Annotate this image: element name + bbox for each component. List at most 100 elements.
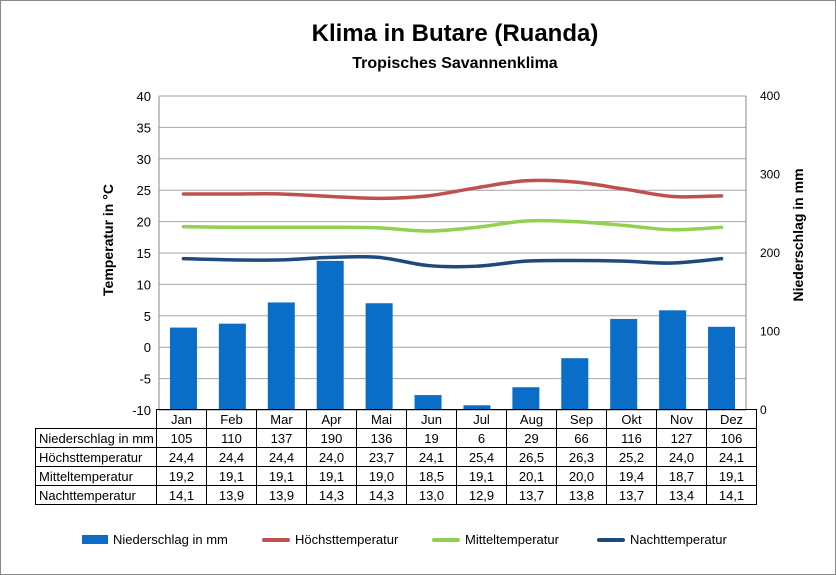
table-row: Mitteltemperatur 19,2 19,1 19,1 19,1 19,0 18,5… — [35, 466, 757, 486]
table-cell: 24,4 — [206, 447, 257, 467]
line-höchsttemperatur — [181, 178, 724, 201]
bar-mar — [267, 302, 295, 410]
table-cell: 19 — [406, 428, 457, 448]
month-label: Mai — [356, 409, 407, 429]
table-cell: 13,7 — [506, 485, 557, 505]
left-tick-label: 0 — [144, 340, 151, 355]
right-axis-title: Niederschlag in mm — [790, 168, 806, 301]
table-cell: 25,2 — [606, 447, 657, 467]
right-tick-label: 200 — [760, 246, 780, 260]
table-cell: 13,9 — [206, 485, 257, 505]
table-cell: 137 — [256, 428, 307, 448]
bar-okt — [610, 318, 638, 410]
table-month-row: Jan Feb Mar Apr Mai Jun Jul Aug Sep Okt Nov Dez — [36, 409, 757, 429]
table-cell: 14,1 — [706, 485, 757, 505]
right-tick-label: 400 — [760, 89, 780, 103]
row-header: Höchsttemperatur — [35, 447, 157, 467]
right-axis-ticks: 400 300 200 100 0 — [760, 89, 780, 417]
month-label: Okt — [606, 409, 657, 429]
left-axis-title: Temperatur in °C — [100, 184, 116, 296]
table-cell: 6 — [456, 428, 507, 448]
table-cell: 116 — [606, 428, 657, 448]
table-cell: 13,0 — [406, 485, 457, 505]
table-cell: 24,0 — [656, 447, 707, 467]
left-tick-label: 20 — [137, 215, 151, 230]
table-cell: 13,4 — [656, 485, 707, 505]
table-row: Niederschlag in mm 105 110 137 190 136 19 6 29 66… — [35, 428, 757, 448]
month-label: Nov — [656, 409, 707, 429]
left-tick-label: -10 — [132, 403, 151, 418]
table-cell: 24,0 — [306, 447, 357, 467]
bar-jan — [169, 327, 197, 410]
month-label: Jun — [406, 409, 457, 429]
table-cell: 14,3 — [356, 485, 407, 505]
table-cell: 19,1 — [256, 466, 307, 486]
table-row: Höchsttemperatur 24,4 24,4 24,4 24,0 23,7 24,1… — [35, 447, 757, 467]
left-tick-label: 35 — [137, 120, 151, 135]
table-cell: 127 — [656, 428, 707, 448]
table-cell: 19,4 — [606, 466, 657, 486]
month-label: Jul — [456, 409, 507, 429]
table-cell: 20,1 — [506, 466, 557, 486]
left-tick-label: -5 — [139, 372, 151, 387]
legend-swatch — [82, 535, 108, 544]
table-row: Nachttemperatur 14,1 13,9 13,9 14,3 14,3 13,0 1… — [35, 485, 757, 505]
table-cell: 66 — [556, 428, 607, 448]
table-cell: 13,9 — [256, 485, 307, 505]
row-header: Niederschlag in mm — [35, 428, 157, 448]
legend-label: Nachttemperatur — [630, 532, 727, 547]
bar-dez — [708, 326, 736, 410]
table-cell: 13,7 — [606, 485, 657, 505]
table-cell: 14,1 — [156, 485, 207, 505]
month-label: Mar — [256, 409, 307, 429]
table-cell: 14,3 — [306, 485, 357, 505]
left-tick-label: 5 — [144, 309, 151, 324]
bar-jun — [414, 395, 442, 410]
data-table: Jan Feb Mar Apr Mai Jun Jul Aug Sep Okt Nov Dez Nied… — [35, 409, 757, 505]
left-axis-ticks: 40 35 30 25 20 15 10 5 0 -5 -10 — [132, 89, 151, 418]
table-cell: 26,3 — [556, 447, 607, 467]
table-cell: 19,1 — [206, 466, 257, 486]
table-cell: 105 — [156, 428, 207, 448]
row-header: Mitteltemperatur — [35, 466, 157, 486]
table-cell: 190 — [306, 428, 357, 448]
temperature-lines — [181, 178, 724, 269]
chart-title: Klima in Butare (Ruanda) — [311, 20, 599, 47]
left-tick-label: 25 — [137, 183, 151, 198]
left-tick-label: 10 — [137, 277, 151, 292]
table-cell: 23,7 — [356, 447, 407, 467]
legend-label: Mitteltemperatur — [465, 532, 559, 547]
table-corner — [36, 410, 157, 429]
legend-item: Niederschlag in mm — [82, 532, 228, 547]
table-cell: 12,9 — [456, 485, 507, 505]
month-label: Dez — [706, 409, 757, 429]
legend-swatch — [262, 537, 290, 542]
left-tick-label: 30 — [137, 152, 151, 167]
table-cell: 24,1 — [406, 447, 457, 467]
table-cell: 18,5 — [406, 466, 457, 486]
table-cell: 24,4 — [156, 447, 207, 467]
legend-label: Niederschlag in mm — [113, 532, 228, 547]
bar-jul — [463, 405, 491, 410]
table-cell: 20,0 — [556, 466, 607, 486]
table-cell: 25,4 — [456, 447, 507, 467]
table-cell: 18,7 — [656, 466, 707, 486]
table-cell: 19,2 — [156, 466, 207, 486]
line-nachttemperatur — [181, 254, 724, 269]
bar-mai — [365, 303, 393, 410]
table-cell: 13,8 — [556, 485, 607, 505]
chart-subtitle: Tropisches Savannenklima — [352, 55, 558, 72]
month-label: Apr — [306, 409, 357, 429]
gridlines — [158, 95, 747, 411]
legend-label: Höchsttemperatur — [295, 532, 399, 547]
right-tick-label: 300 — [760, 168, 780, 182]
legend-swatch — [597, 537, 625, 542]
right-tick-label: 100 — [760, 325, 780, 339]
left-tick-label: 15 — [137, 246, 151, 261]
month-label: Sep — [556, 409, 607, 429]
table-cell: 26,5 — [506, 447, 557, 467]
table-cell: 24,4 — [256, 447, 307, 467]
bar-aug — [512, 387, 540, 410]
table-cell: 19,1 — [706, 466, 757, 486]
